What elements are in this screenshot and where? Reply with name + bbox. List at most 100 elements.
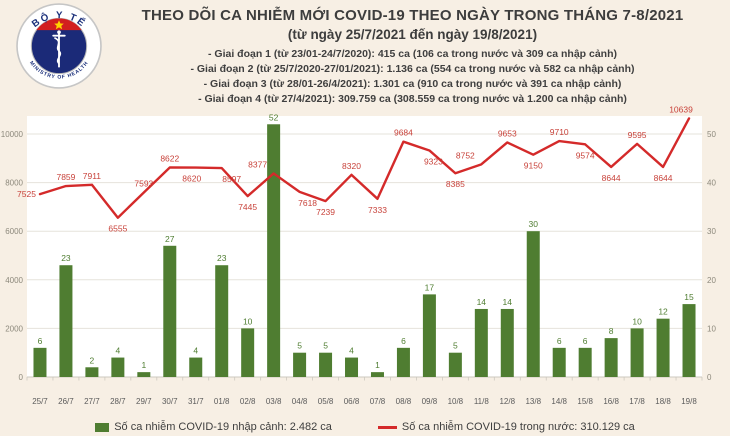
bar-12/8 [500,308,514,377]
line-point-label: 9323 [424,156,443,166]
line-point-label: 8620 [182,174,201,184]
phase-2-summary: - Giai đoạn 2 (từ 25/7/2020-27/01/2021):… [190,63,635,75]
x-tick-label: 17/8 [629,397,645,406]
left-axis-tick-label: 10000 [1,130,24,139]
bar-08/8 [396,347,410,377]
bar-value-label: 27 [165,234,175,244]
right-axis-tick-label: 20 [707,276,716,285]
bar-value-label: 4 [349,346,354,356]
x-tick-label: 06/8 [344,397,360,406]
line-point-label: 6555 [108,224,127,234]
x-tick-label: 27/7 [84,397,100,406]
bar-value-label: 6 [557,336,562,346]
bar-30/7 [163,245,177,377]
x-tick-label: 03/8 [266,397,282,406]
plot-area [27,116,702,377]
right-axis-tick-label: 0 [707,373,712,382]
bar-09/8 [422,294,436,377]
line-point-label: 8385 [446,179,465,189]
bar-value-label: 6 [401,336,406,346]
star-icon [54,20,64,30]
line-point-label: 8320 [342,161,361,171]
bar-16/8 [604,338,618,377]
line-point-label: 9574 [576,150,595,160]
legend-line-swatch-icon [377,425,397,429]
right-axis-tick-label: 40 [707,179,716,188]
x-tick-label: 01/8 [214,397,230,406]
legend-line-label: Số ca nhiễm COVID-19 trong nước: 310.129… [401,421,635,433]
staff-of-asclepius-icon [52,30,66,68]
x-tick-label: 12/8 [499,397,515,406]
x-tick-label: 30/7 [162,397,178,406]
bar-31/7 [189,357,203,377]
ministry-of-health-logo: BỘ Y TẾ MINISTRY OF HEALTH [16,3,102,89]
bar-25/7 [33,347,47,377]
right-axis-tick-label: 30 [707,227,716,236]
phase-summaries: - Giai đoạn 1 (từ 23/01-24/7/2020): 415 … [105,47,720,107]
bar-value-label: 10 [243,316,253,326]
line-point-label: 9595 [628,130,647,140]
bar-02/8 [241,328,255,377]
line-point-label: 7333 [368,205,387,215]
x-tick-label: 16/8 [603,397,619,406]
line-point-label: 9150 [524,161,543,171]
bar-26/7 [59,265,73,377]
bar-value-label: 52 [269,112,279,122]
bar-value-label: 10 [632,316,642,326]
bar-value-label: 5 [297,341,302,351]
bar-value-label: 15 [684,292,694,302]
bar-value-label: 6 [38,336,43,346]
x-tick-label: 14/8 [551,397,567,406]
bar-value-label: 14 [477,297,487,307]
phase-3-summary: - Giai đoạn 3 (từ 28/01-26/4/2021): 1.30… [203,78,622,90]
bar-value-label: 23 [217,253,227,263]
bar-value-label: 2 [90,355,95,365]
left-axis-tick-label: 4000 [5,276,23,285]
line-point-label: 7859 [56,172,75,182]
bar-value-label: 6 [583,336,588,346]
bar-value-label: 30 [529,219,539,229]
x-tick-label: 10/8 [448,397,464,406]
line-point-label: 8644 [654,173,673,183]
bar-04/8 [293,352,307,377]
bar-27/7 [85,367,99,377]
legend-bar-swatch-icon [95,422,110,432]
bar-14/8 [552,347,566,377]
line-point-label: 10639 [669,104,693,114]
x-tick-label: 25/7 [32,397,48,406]
bar-03/8 [267,124,281,377]
left-axis-tick-label: 6000 [5,227,23,236]
bar-value-label: 5 [453,341,458,351]
x-tick-label: 28/7 [110,397,126,406]
x-tick-label: 02/8 [240,397,256,406]
bar-value-label: 4 [115,346,120,356]
bar-17/8 [630,328,644,377]
bar-01/8 [215,265,229,377]
right-axis-tick-label: 50 [707,130,716,139]
line-point-label: 9710 [550,127,569,137]
legend-bar-label: Số ca nhiễm COVID-19 nhập cảnh: 2.482 ca [114,421,332,433]
bar-28/7 [111,357,125,377]
line-point-label: 8752 [456,150,475,160]
x-tick-label: 07/8 [370,397,386,406]
bar-07/8 [370,372,384,377]
bar-29/7 [137,372,151,377]
x-tick-label: 11/8 [474,397,490,406]
bar-value-label: 1 [375,360,380,370]
legend: Số ca nhiễm COVID-19 nhập cảnh: 2.482 ca… [0,421,730,433]
x-tick-label: 19/8 [681,397,697,406]
x-tick-label: 29/7 [136,397,152,406]
bar-value-label: 1 [141,360,146,370]
bar-value-label: 12 [658,307,668,317]
bar-11/8 [474,308,488,377]
line-point-label: 9653 [498,128,517,138]
bar-06/8 [345,357,359,377]
line-point-label: 7911 [83,171,102,181]
line-point-label: 8622 [160,153,179,163]
bar-10/8 [448,352,462,377]
bar-19/8 [682,304,696,377]
chart-subtitle: (từ ngày 25/7/2021 đến ngày 19/8/2021) [287,27,538,42]
x-tick-label: 18/8 [655,397,671,406]
